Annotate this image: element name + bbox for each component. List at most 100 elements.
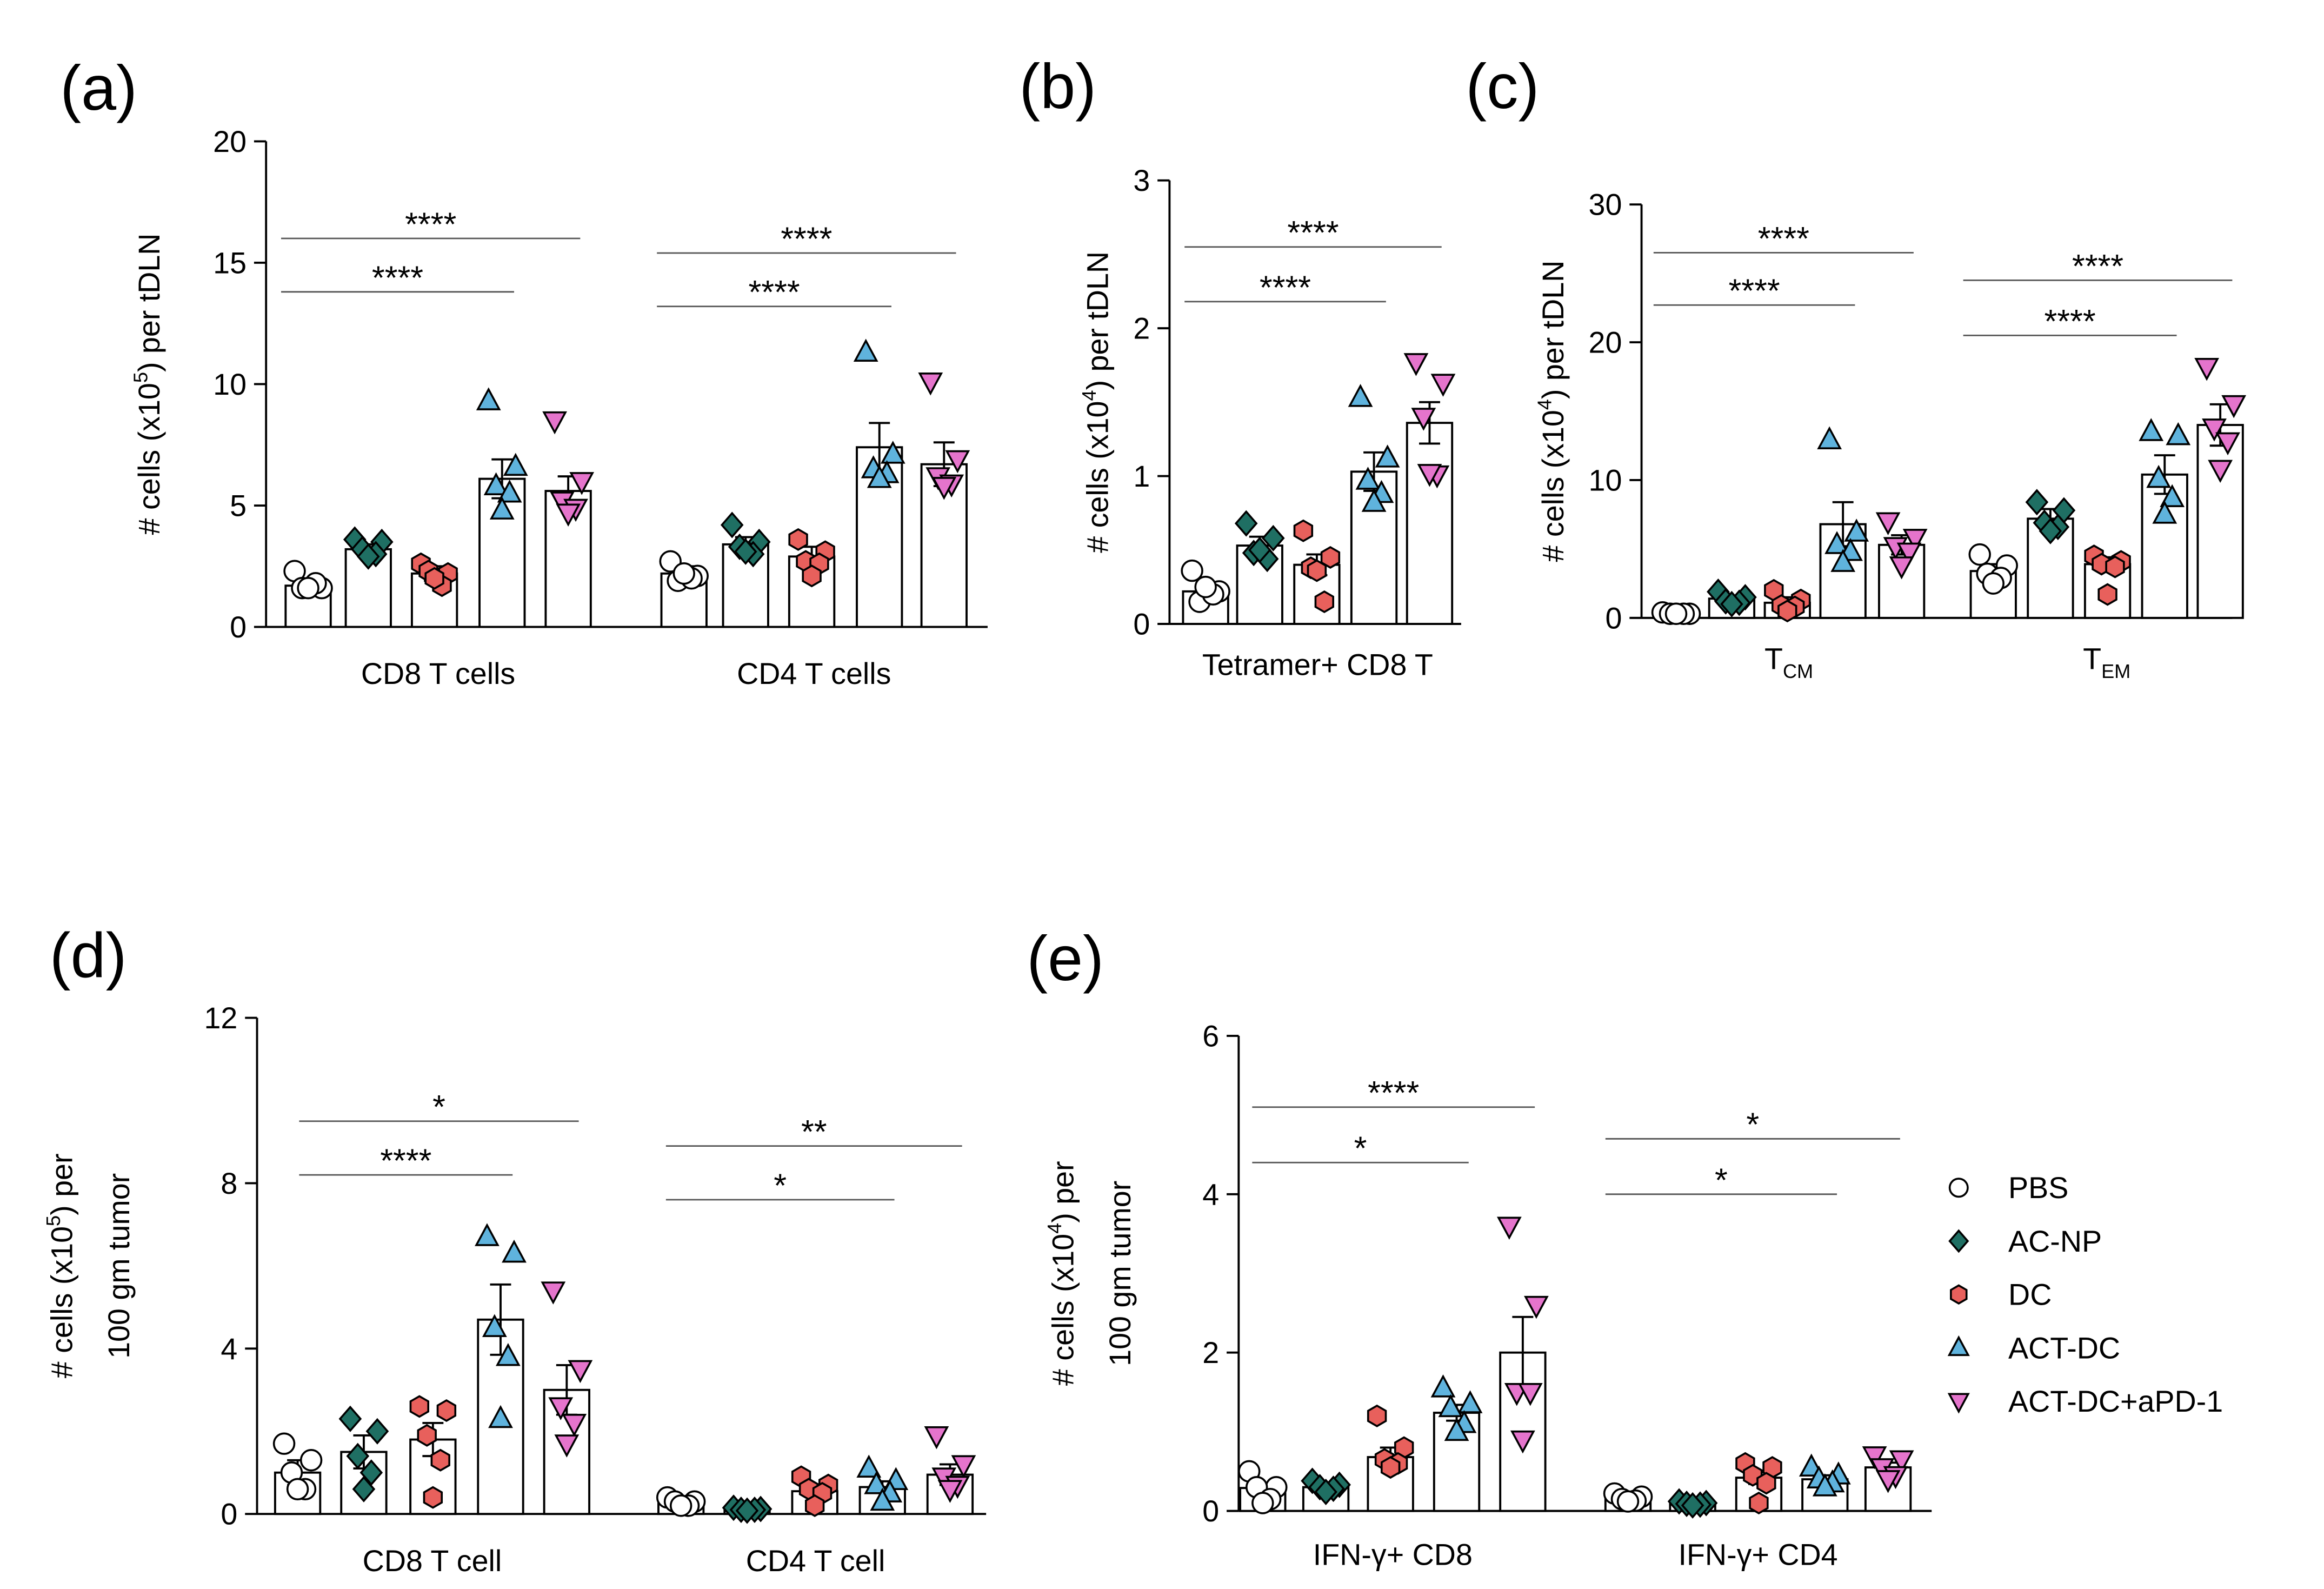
data-point (436, 1399, 457, 1422)
data-point (2152, 501, 2177, 524)
bar (2196, 424, 2244, 619)
panel-label: (c) (1466, 51, 1539, 122)
significance-label: * (1354, 1130, 1367, 1167)
y-tick-label: 4 (221, 1332, 237, 1366)
y-axis-label: # cells (x104) per tDLN (1534, 261, 1570, 562)
data-point (735, 1497, 759, 1524)
y-axis-label: # cells (x104) per (1043, 1161, 1080, 1386)
data-point (1817, 426, 1842, 449)
data-point (2146, 464, 2172, 488)
data-point (2194, 358, 2219, 381)
data-point (870, 1487, 895, 1511)
y-tick-label: 8 (221, 1167, 237, 1200)
panel-label: (d) (50, 920, 127, 990)
chart-panel: (b) 0 1 2 3 # cells (x104) per tDLN Tetramer+ … (1019, 51, 1461, 682)
legend-label: DC (2008, 1278, 2052, 1312)
data-point (568, 1360, 593, 1384)
data-point (497, 480, 522, 503)
significance-label: * (774, 1167, 787, 1204)
data-point (489, 496, 515, 520)
data-point (356, 543, 380, 570)
y-tick-label: 3 (1133, 164, 1150, 197)
data-point (853, 338, 878, 362)
y-tick-label: 0 (221, 1498, 237, 1531)
data-point (1411, 408, 1436, 431)
data-point (502, 1239, 527, 1263)
data-point (1251, 1492, 1274, 1514)
data-point (286, 1478, 309, 1501)
data-point (924, 1426, 949, 1450)
data-point (1844, 518, 1869, 542)
data-point (1417, 464, 1442, 487)
data-point (1194, 575, 1217, 599)
data-point (297, 576, 319, 600)
data-point (424, 567, 444, 590)
data-point (2139, 418, 2164, 441)
significance-label: * (1746, 1106, 1759, 1143)
data-point (569, 472, 595, 495)
data-point (475, 1223, 500, 1246)
x-tick-label: IFN-γ+ CD4 (1679, 1538, 1838, 1572)
legend-marker (1950, 1284, 1968, 1305)
y-tick-label: 10 (1589, 463, 1622, 497)
data-point (2221, 395, 2247, 418)
data-point (1380, 1456, 1401, 1479)
panel-label: (b) (1019, 51, 1096, 122)
data-point (1444, 1418, 1469, 1441)
legend-marker-diamond-icon (1948, 1229, 1969, 1253)
y-tick-label: 0 (1133, 607, 1150, 641)
x-tick-label: CD4 T cell (746, 1544, 885, 1578)
y-tick-label: 2 (1133, 312, 1150, 345)
legend-entry: DC (1950, 1278, 2052, 1312)
y-tick-label: 12 (204, 1001, 237, 1035)
data-point (365, 1418, 389, 1445)
data-point (1812, 1473, 1837, 1497)
data-point (1314, 1478, 1337, 1505)
x-tick-label: CD4 T cells (737, 657, 891, 690)
data-point (1367, 1404, 1387, 1427)
y-axis-label: # cells (x105) per tDLN (130, 234, 166, 535)
significance-label: * (432, 1088, 445, 1125)
x-tick-label: Tetramer+ CD8 T (1202, 648, 1433, 682)
significance-label: **** (405, 205, 456, 242)
chart-panel: (c) 0 10 20 30 # cells (x104) per tDLN TCM ****… (1466, 51, 2247, 682)
data-point (880, 441, 905, 464)
y-tick-label: 15 (213, 246, 247, 280)
data-point (867, 465, 892, 488)
data-point (1875, 1470, 1901, 1493)
y-tick-label: 20 (1589, 326, 1622, 360)
y-axis-label-line2: 100 gm tumor (1103, 1181, 1137, 1366)
legend-marker (1947, 1393, 1970, 1414)
legend-marker-triangle-down-icon (1947, 1393, 1970, 1414)
data-point (1181, 559, 1203, 582)
panel-label: (e) (1027, 923, 1104, 994)
significance-label: **** (2044, 303, 2095, 340)
y-tick-label: 2 (1202, 1336, 1219, 1369)
y-tick-label: 10 (213, 368, 247, 401)
data-point (1664, 602, 1688, 625)
y-axis-label: # cells (x104) per tDLN (1078, 251, 1114, 553)
data-point (352, 1475, 376, 1502)
data-point (548, 1397, 574, 1420)
legend-label: PBS (2008, 1171, 2068, 1205)
data-point (556, 503, 581, 527)
data-point (1830, 549, 1856, 572)
significance-label: **** (372, 259, 423, 296)
panel-label: (a) (60, 52, 137, 123)
significance-label: **** (1287, 214, 1339, 251)
data-point (1496, 1216, 1522, 1240)
data-point (1510, 1430, 1535, 1454)
data-point (1616, 1490, 1640, 1513)
data-point (541, 1281, 566, 1305)
data-point (488, 1405, 513, 1428)
legend-marker-circle-icon (1948, 1178, 1969, 1198)
y-tick-label: 4 (1202, 1178, 1219, 1211)
data-point (1430, 374, 1456, 397)
data-point (554, 1434, 580, 1458)
significance-label: **** (380, 1142, 431, 1179)
data-point (1777, 600, 1797, 623)
x-tick-label: TEM (2083, 642, 2130, 682)
significance-label: **** (748, 274, 800, 310)
data-point (476, 387, 501, 410)
data-point (1896, 542, 1922, 566)
